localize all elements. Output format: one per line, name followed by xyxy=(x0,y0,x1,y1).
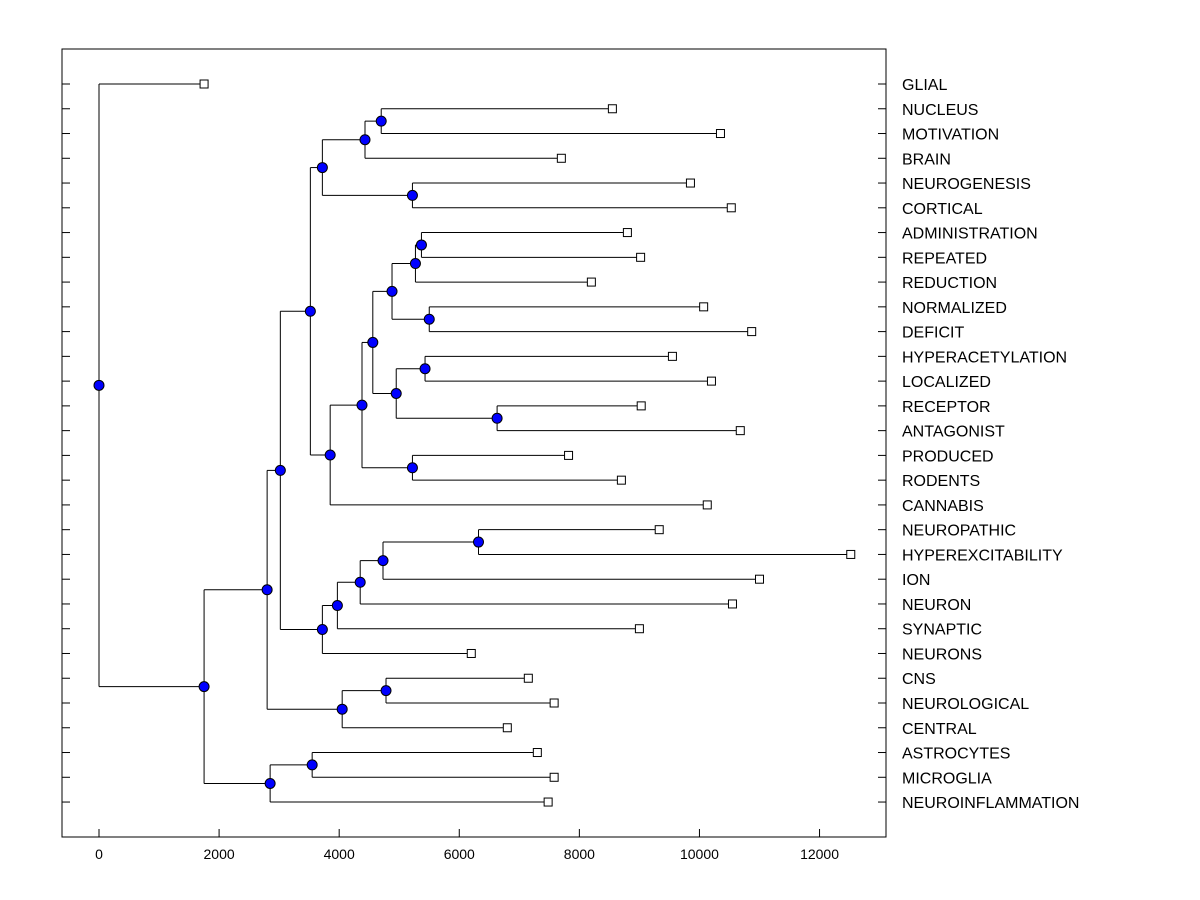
leaf-label: HYPERACETYLATION xyxy=(902,349,1067,366)
leaf-label: CENTRAL xyxy=(902,721,977,738)
leaf-marker xyxy=(846,549,856,559)
cluster-node xyxy=(331,600,343,612)
leaf-marker xyxy=(523,673,533,683)
cluster-node xyxy=(377,555,389,567)
cluster-node xyxy=(306,759,318,771)
leaf-marker xyxy=(607,104,617,114)
cluster-node xyxy=(406,462,418,474)
leaf-label: ANTAGONIST xyxy=(902,424,1005,441)
cluster-node xyxy=(354,576,366,588)
leaf-marker xyxy=(726,203,736,213)
leaf-marker xyxy=(754,574,764,584)
cluster-node xyxy=(324,449,336,461)
cluster-node xyxy=(274,464,286,476)
cluster-node xyxy=(198,681,210,693)
leaf-label: PRODUCED xyxy=(902,448,994,465)
leaf-label: NEURON xyxy=(902,597,971,614)
x-tick-label: 4000 xyxy=(324,846,355,862)
cluster-node xyxy=(380,685,392,697)
leaf-marker xyxy=(685,178,695,188)
leaf-label: CNS xyxy=(902,671,936,688)
leaf-marker xyxy=(616,475,626,485)
leaf-label: REPEATED xyxy=(902,250,987,267)
cluster-node xyxy=(336,703,348,715)
cluster-node xyxy=(375,115,387,127)
leaf-marker xyxy=(549,772,559,782)
cluster-node xyxy=(356,399,368,411)
leaf-label: MOTIVATION xyxy=(902,127,999,144)
leaf-marker xyxy=(702,500,712,510)
leaf-label: HYPEREXCITABILITY xyxy=(902,547,1063,564)
leaf-label: ASTROCYTES xyxy=(902,746,1010,763)
leaf-marker xyxy=(586,277,596,287)
leaf-marker xyxy=(199,79,209,89)
leaf-label: LOCALIZED xyxy=(902,374,991,391)
leaf-label: NUCLEUS xyxy=(902,102,978,119)
cluster-node xyxy=(406,189,418,201)
cluster-node xyxy=(359,134,371,146)
leaf-label: GLIAL xyxy=(902,77,947,94)
leaf-marker xyxy=(556,153,566,163)
cluster-node xyxy=(367,336,379,348)
leaf-label: NEUROGENESIS xyxy=(902,176,1031,193)
leaf-label: NEUROPATHIC xyxy=(902,523,1016,540)
leaf-marker xyxy=(622,228,632,238)
x-tick-label: 12000 xyxy=(800,846,839,862)
cluster-node xyxy=(304,305,316,317)
leaf-label: DEFICIT xyxy=(902,325,964,342)
leaf-label: RODENTS xyxy=(902,473,980,490)
plot-frame xyxy=(61,48,887,838)
leaf-marker xyxy=(634,624,644,634)
cluster-node xyxy=(415,239,427,251)
leaf-label: ADMINISTRATION xyxy=(902,226,1038,243)
leaf-label: SYNAPTIC xyxy=(902,622,982,639)
leaf-marker xyxy=(466,648,476,658)
leaf-label: REDUCTION xyxy=(902,275,997,292)
cluster-node xyxy=(419,363,431,375)
cluster-node xyxy=(264,777,276,789)
leaf-marker xyxy=(654,525,664,535)
leaf-marker xyxy=(735,426,745,436)
leaf-label: NEURONS xyxy=(902,646,982,663)
leaf-label: NORMALIZED xyxy=(902,300,1007,317)
leaf-label: NEUROINFLAMMATION xyxy=(902,795,1079,812)
cluster-node xyxy=(261,584,273,596)
leaf-label: CANNABIS xyxy=(902,498,984,515)
leaf-label: RECEPTOR xyxy=(902,399,991,416)
cluster-node xyxy=(316,623,328,635)
leaf-marker xyxy=(549,698,559,708)
leaf-marker xyxy=(706,376,716,386)
x-tick-label: 0 xyxy=(95,846,103,862)
leaf-marker xyxy=(502,723,512,733)
cluster-node xyxy=(390,388,402,399)
cluster-node xyxy=(386,285,398,297)
leaf-label: NEUROLOGICAL xyxy=(902,696,1029,713)
leaf-marker xyxy=(699,302,709,312)
x-tick-label: 8000 xyxy=(564,846,595,862)
cluster-node xyxy=(472,536,484,548)
cluster-node xyxy=(423,313,435,325)
leaf-marker xyxy=(543,797,553,807)
leaf-label: ION xyxy=(902,572,930,589)
cluster-node xyxy=(409,258,421,270)
leaf-marker xyxy=(715,129,725,139)
cluster-node xyxy=(316,162,328,174)
leaf-label: MICROGLIA xyxy=(902,770,992,787)
leaf-marker xyxy=(667,351,677,361)
x-tick-label: 2000 xyxy=(204,846,235,862)
cluster-node xyxy=(491,412,503,424)
cluster-node xyxy=(93,379,105,391)
leaf-label: BRAIN xyxy=(902,151,951,168)
leaf-marker xyxy=(532,748,542,758)
leaf-label: CORTICAL xyxy=(902,201,983,218)
x-tick-label: 6000 xyxy=(444,846,475,862)
leaf-marker xyxy=(636,401,646,411)
leaf-marker xyxy=(564,450,574,460)
leaf-marker xyxy=(727,599,737,609)
x-tick-label: 10000 xyxy=(680,846,719,862)
leaf-marker xyxy=(747,327,757,337)
leaf-marker xyxy=(636,252,646,262)
